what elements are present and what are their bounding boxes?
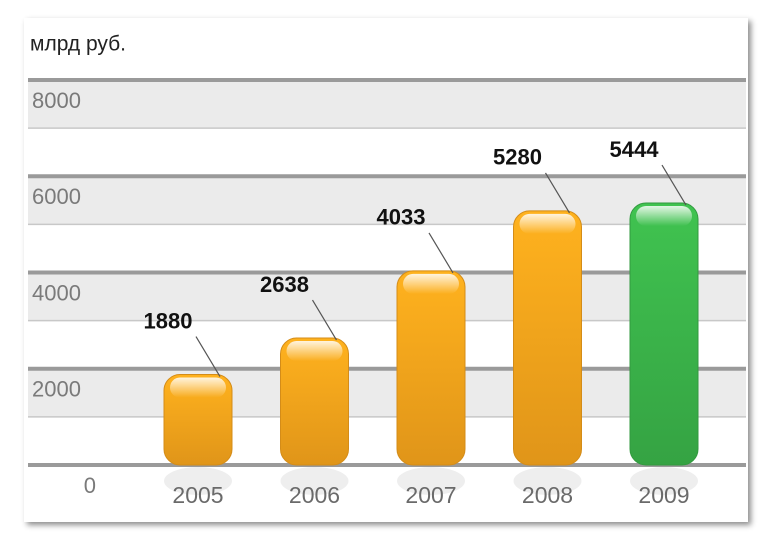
value-label: 1880 xyxy=(144,308,193,333)
y-tick-label: 6000 xyxy=(32,184,81,209)
value-label: 4033 xyxy=(377,205,426,230)
bar-highlight xyxy=(286,341,343,362)
x-tick-label: 2007 xyxy=(405,482,456,508)
bar xyxy=(513,210,582,466)
value-label: 2638 xyxy=(260,272,309,297)
leader-line xyxy=(544,172,571,214)
value-label: 5444 xyxy=(610,137,660,162)
bar-reflection xyxy=(513,467,582,495)
grid-band xyxy=(28,80,746,129)
bar-reflection xyxy=(630,467,698,495)
grid-band xyxy=(28,272,746,321)
leader-line xyxy=(195,336,221,377)
bar-reflection xyxy=(164,467,232,495)
grid-band xyxy=(28,176,746,225)
y-tick-label: 0 xyxy=(84,473,96,498)
bar-highlight xyxy=(636,206,692,227)
leader-line xyxy=(311,299,338,341)
grid-band xyxy=(28,368,746,417)
bar-highlight xyxy=(170,377,226,398)
bar-highlight xyxy=(403,273,459,294)
leader-line xyxy=(428,232,454,274)
y-tick-label: 2000 xyxy=(32,377,81,402)
bar-reflection xyxy=(397,467,465,495)
y-tick-label: 8000 xyxy=(32,88,81,113)
y-tick-label: 4000 xyxy=(32,280,81,305)
x-tick-label: 2009 xyxy=(638,482,689,508)
x-tick-label: 2005 xyxy=(172,482,223,508)
unit-label: млрд руб. xyxy=(30,33,126,56)
bar xyxy=(396,270,466,466)
x-tick-label: 2008 xyxy=(522,482,573,508)
x-tick-label: 2006 xyxy=(289,482,340,508)
bar-highlight xyxy=(519,213,576,234)
leader-line xyxy=(661,164,687,206)
bar xyxy=(280,337,349,466)
bar-reflection xyxy=(280,467,349,495)
bar xyxy=(629,202,699,466)
value-label: 5280 xyxy=(493,145,542,170)
